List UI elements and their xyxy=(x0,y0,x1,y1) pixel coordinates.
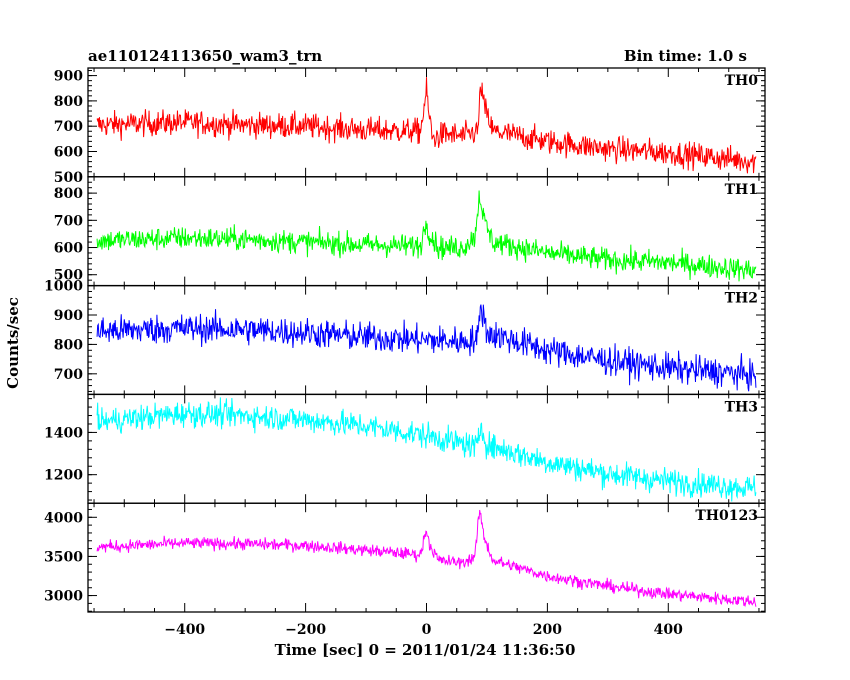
series-line-th0 xyxy=(96,77,757,174)
y-tick-label: 900 xyxy=(54,69,83,85)
panel-th1: 500 600 700 800 TH1 xyxy=(54,176,766,287)
panel-label-th1: TH1 xyxy=(725,182,758,198)
y-tick-label: 700 xyxy=(54,119,83,135)
y-tick-label: 600 xyxy=(54,241,83,257)
bin-time-label: Bin time: 1.0 s xyxy=(624,47,747,65)
y-tick-label: 800 xyxy=(54,186,83,202)
x-tick-label: 200 xyxy=(533,622,562,638)
observation-id-title: ae110124113650_wam3_trn xyxy=(88,47,322,65)
panel-label-th0: TH0 xyxy=(725,73,759,89)
panel-label-th2: TH2 xyxy=(725,291,758,307)
panel-th2: 700 800 900 1000 TH2 xyxy=(44,279,766,396)
x-tick-label: −200 xyxy=(285,622,326,638)
panel-frame xyxy=(87,176,766,287)
y-tick-label: 1400 xyxy=(44,425,83,441)
y-tick-label: 800 xyxy=(54,94,83,110)
x-tick-label: 0 xyxy=(422,622,432,638)
y-tick-label: 3000 xyxy=(44,589,83,605)
panel-label-th3: TH3 xyxy=(725,399,758,415)
y-tick-label: 700 xyxy=(54,367,83,383)
y-tick-label: 1000 xyxy=(44,279,83,295)
y-tick-label: 4000 xyxy=(44,510,83,526)
y-tick-label: 800 xyxy=(54,337,83,353)
panel-frame xyxy=(87,284,766,396)
panel-th0: 500 600 700 800 900 TH0 xyxy=(54,67,766,186)
panel-label-th0123: TH0123 xyxy=(695,508,758,524)
y-tick-label: 500 xyxy=(54,170,83,186)
y-tick-label: 1200 xyxy=(44,468,83,484)
x-tick-label: 400 xyxy=(654,622,683,638)
panels-group: 500 600 700 800 900 TH0 500 600 700 800 TH1 700 800 9… xyxy=(44,67,766,638)
series-line-th2 xyxy=(96,304,757,392)
panel-th3: 1200 1400 TH3 xyxy=(44,393,766,504)
y-axis-label: Counts/sec xyxy=(4,297,22,389)
y-tick-label: 3500 xyxy=(44,549,83,565)
y-tick-label: 500 xyxy=(54,268,83,284)
y-tick-label: 700 xyxy=(54,213,83,229)
series-line-th3 xyxy=(96,397,757,502)
x-tick-label: −400 xyxy=(164,622,205,638)
y-tick-label: 900 xyxy=(54,308,83,324)
x-axis-label: Time [sec] 0 = 2011/01/24 11:36:50 xyxy=(275,641,576,659)
panel-th0123: 3000 3500 4000 TH0123 xyxy=(44,502,766,613)
series-line-th0123 xyxy=(96,509,757,608)
series-line-th1 xyxy=(96,190,757,282)
y-tick-label: 600 xyxy=(54,144,83,160)
